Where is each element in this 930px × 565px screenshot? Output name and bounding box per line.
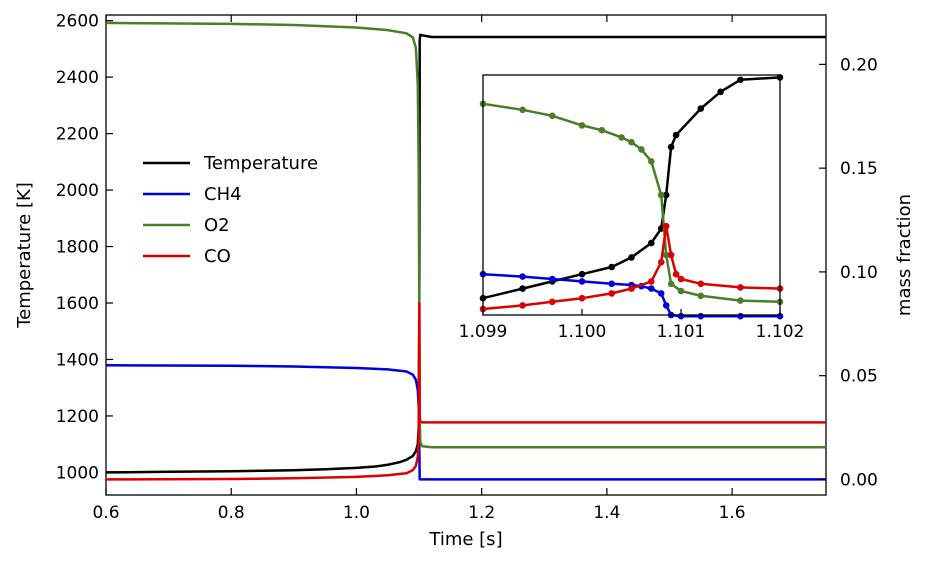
- inset-point-ch4: [737, 312, 744, 320]
- inset-point-co: [628, 285, 635, 292]
- inset-point-co: [578, 294, 586, 302]
- main-plot: 0.6 0.8 1.0 1.2 1.4 1.6 1000 1200 1400 1600 1800 2…: [14, 12, 915, 550]
- inset-point-o2: [638, 146, 645, 153]
- inset-point-ch4: [657, 290, 665, 297]
- inset-point-o2: [667, 280, 675, 288]
- inset-x-tick-label: 1.101: [657, 322, 706, 342]
- inset-point-temperature: [662, 191, 670, 199]
- inset-point-o2: [662, 251, 670, 259]
- inset-point-temperature: [578, 270, 586, 278]
- inset-point-temperature: [737, 76, 744, 84]
- main-plot-frame: [105, 14, 827, 496]
- inset-point-co: [667, 251, 675, 259]
- inset-point-temperature: [697, 105, 705, 112]
- inset-point-o2: [549, 112, 556, 120]
- inset-x-tick-label: 1.102: [756, 322, 805, 342]
- inset-point-ch4: [519, 273, 526, 280]
- inset-point-o2: [628, 138, 635, 146]
- inset-x-tick-label: 1.100: [558, 322, 607, 342]
- inset-point-co: [648, 278, 655, 285]
- inset-point-o2: [677, 287, 685, 295]
- y-axis-title: Temperature [K]: [14, 182, 35, 329]
- y2-tick-label: 0.00: [840, 470, 878, 490]
- inset-point-ch4: [578, 278, 586, 285]
- y-tick-label: 2600: [56, 12, 99, 32]
- y2-tick-label: 0.20: [840, 55, 878, 75]
- inset-point-o2: [648, 158, 655, 165]
- x-axis-title: Time [s]: [428, 529, 502, 550]
- y-tick-label: 2200: [56, 125, 99, 145]
- y-tick-label: 1400: [56, 350, 99, 370]
- inset-point-co: [697, 280, 705, 288]
- inset-point-o2: [519, 106, 526, 114]
- x-tick-label: 1.2: [468, 503, 495, 523]
- inset-point-co: [549, 298, 556, 306]
- inset-x-tick-label: 1.099: [459, 322, 508, 342]
- main-series-ch4: [105, 364, 826, 481]
- inset-point-co: [662, 222, 670, 230]
- main-x-ticks: 0.6 0.8 1.0 1.2 1.4 1.6: [92, 15, 746, 523]
- inset-point-o2: [618, 134, 625, 141]
- inset-point-temperature: [717, 88, 724, 96]
- x-tick-label: 1.4: [593, 503, 620, 523]
- legend-label-ch4: CH4: [204, 184, 242, 205]
- y2-axis-title: mass fraction: [894, 194, 915, 316]
- inset-plot-frame: [482, 74, 781, 316]
- inset-point-o2: [737, 297, 744, 304]
- x-tick-label: 1.0: [343, 503, 370, 523]
- inset-point-o2: [598, 126, 606, 134]
- inset-x-ticks: 1.099 1.100 1.101 1.102: [459, 309, 805, 342]
- inset-point-ch4: [608, 280, 615, 288]
- y2-tick-label: 0.15: [840, 159, 878, 179]
- inset-point-temperature: [672, 131, 680, 139]
- inset-point-ch4: [662, 302, 670, 309]
- main-series-temperature: [105, 33, 826, 474]
- y-tick-label: 1000: [56, 463, 99, 483]
- inset-point-co: [608, 290, 615, 297]
- inset-plot-background: [483, 75, 780, 315]
- legend-label-o2: O2: [204, 215, 230, 236]
- main-series-o2: [105, 21, 826, 449]
- legend-label-temperature: Temperature: [203, 153, 318, 174]
- y2-tick-label: 0.05: [840, 367, 878, 387]
- main-y-ticks: 1000 1200 1400 1600 1800 2000 2200 2400 2600: [56, 12, 113, 483]
- inset-point-ch4: [648, 285, 655, 292]
- y-tick-label: 2000: [56, 181, 99, 201]
- legend: Temperature CH4 O2 CO: [143, 153, 318, 267]
- inset-point-co: [657, 258, 665, 266]
- inset-series-group: [479, 74, 784, 320]
- x-tick-label: 0.6: [92, 503, 119, 523]
- y-tick-label: 2400: [56, 68, 99, 88]
- inset-point-temperature: [519, 285, 526, 292]
- inset-point-o2: [657, 191, 665, 199]
- inset-point-co: [672, 270, 680, 278]
- x-tick-label: 0.8: [218, 503, 245, 523]
- y-tick-label: 1200: [56, 407, 99, 427]
- inset-point-temperature: [648, 239, 655, 247]
- inset-point-temperature: [628, 254, 635, 261]
- inset-point-temperature: [608, 263, 615, 271]
- inset-point-o2: [578, 122, 586, 129]
- inset-point-o2: [697, 292, 705, 300]
- main-series-co: [105, 301, 826, 481]
- inset-plot: 1.099 1.100 1.101 1.102: [459, 74, 805, 342]
- inset-point-co: [519, 302, 526, 309]
- inset-point-temperature: [667, 143, 675, 151]
- inset-series-o2: [482, 102, 781, 304]
- y-tick-label: 1800: [56, 238, 99, 258]
- inset-point-ch4: [697, 312, 705, 320]
- inset-point-co: [677, 275, 685, 283]
- y2-tick-label: 0.10: [840, 263, 878, 283]
- y-tick-label: 1600: [56, 294, 99, 314]
- main-y2-ticks: 0.00 0.05 0.10 0.15 0.20: [819, 55, 878, 490]
- main-series-group: [105, 21, 826, 481]
- inset-point-ch4: [549, 275, 556, 283]
- x-tick-label: 1.6: [719, 503, 746, 523]
- inset-point-co: [737, 284, 744, 291]
- legend-label-co: CO: [204, 246, 231, 267]
